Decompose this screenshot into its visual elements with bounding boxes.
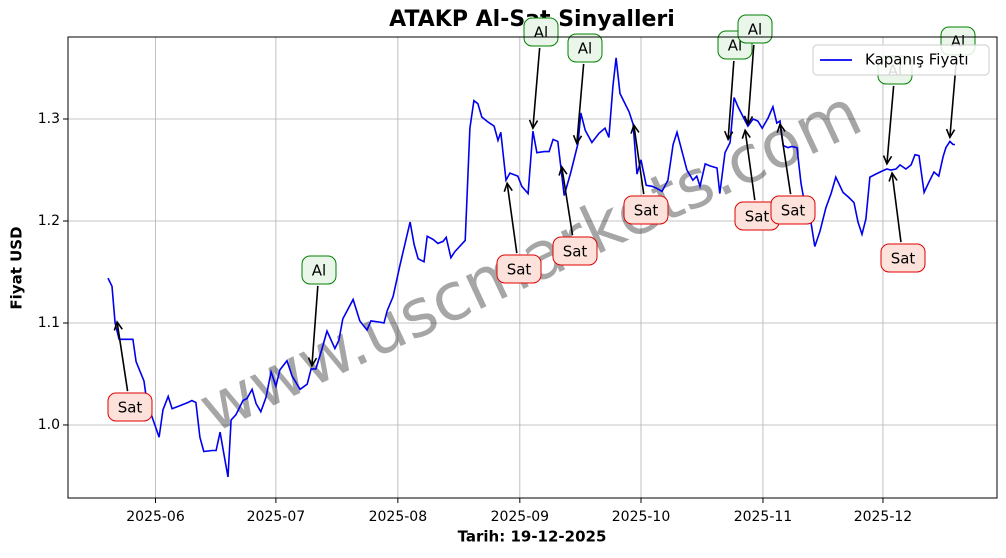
x-tick-label: 2025-10 bbox=[612, 509, 671, 525]
signal-label: Sat bbox=[745, 208, 770, 226]
arrow-head bbox=[572, 134, 583, 146]
x-tick-label: 2025-08 bbox=[369, 509, 428, 525]
arrow-head bbox=[630, 123, 640, 134]
signal-box bbox=[523, 17, 559, 47]
legend-box bbox=[812, 44, 990, 76]
arrow-head bbox=[528, 119, 539, 130]
signal-label: Sat bbox=[563, 243, 588, 261]
signal-arrow bbox=[116, 321, 129, 392]
x-tick-label: 2025-07 bbox=[247, 509, 306, 525]
arrow-head bbox=[307, 357, 318, 368]
plot-frame bbox=[67, 36, 998, 499]
signal-label: Sat bbox=[781, 202, 806, 220]
arrow-head bbox=[882, 155, 893, 166]
signal-box bbox=[567, 33, 603, 63]
legend: Kapanış Fiyatı bbox=[812, 44, 990, 76]
arrow-head bbox=[743, 115, 754, 126]
arrow-head bbox=[776, 122, 786, 133]
x-tick-label: 2025-09 bbox=[491, 509, 550, 525]
arrow-head bbox=[723, 130, 734, 142]
signal-arrow bbox=[727, 60, 735, 140]
legend-label: Kapanış Fiyatı bbox=[865, 51, 969, 69]
price-line bbox=[107, 57, 955, 478]
arrow-head bbox=[113, 320, 123, 331]
signal-arrow bbox=[886, 85, 895, 164]
y-tick-label: 1.2 bbox=[38, 213, 60, 229]
signal-box bbox=[301, 255, 337, 285]
arrow-head bbox=[888, 171, 898, 182]
signal-arrow bbox=[311, 285, 319, 366]
signal-arrow bbox=[744, 130, 756, 201]
arrow-head bbox=[503, 181, 513, 192]
signal-box bbox=[623, 195, 669, 225]
x-tick-label: 2025-06 bbox=[126, 509, 185, 525]
signal-label: Sat bbox=[118, 399, 143, 417]
signal-arrow bbox=[561, 166, 574, 236]
signal-label: Al bbox=[728, 37, 742, 55]
arrow-head bbox=[558, 165, 568, 176]
signal-arrow bbox=[779, 123, 792, 195]
signal-box bbox=[770, 195, 816, 225]
signal-label: Al bbox=[748, 21, 762, 39]
signal-arrow bbox=[506, 183, 518, 254]
signal-box bbox=[880, 243, 926, 273]
y-axis-label: Fiyat USD bbox=[8, 226, 26, 309]
signal-label: Sat bbox=[507, 261, 532, 279]
arrow-head bbox=[741, 128, 751, 139]
y-tick-label: 1.3 bbox=[38, 111, 60, 127]
signal-box bbox=[496, 254, 542, 284]
x-tick-label: 2025-12 bbox=[854, 509, 913, 525]
signal-label: Al bbox=[312, 262, 326, 280]
signal-label: Sat bbox=[634, 202, 659, 220]
signal-label: Sat bbox=[891, 250, 916, 268]
signal-arrow bbox=[633, 125, 645, 195]
signal-arrow bbox=[747, 44, 755, 125]
signal-label: Al bbox=[578, 40, 592, 58]
y-tick-label: 1.0 bbox=[38, 417, 60, 433]
signal-arrow bbox=[576, 63, 585, 144]
signal-label: Al bbox=[534, 24, 548, 42]
signal-arrow bbox=[891, 172, 902, 243]
x-tick-label: 2025-11 bbox=[734, 509, 793, 525]
signal-box bbox=[552, 236, 598, 266]
y-tick-label: 1.1 bbox=[38, 315, 60, 331]
signal-box bbox=[737, 14, 773, 44]
signal-box bbox=[107, 392, 153, 422]
signal-arrow bbox=[532, 47, 541, 129]
arrow-head bbox=[945, 128, 956, 140]
x-axis-label: Tarih: 19-12-2025 bbox=[458, 528, 607, 546]
